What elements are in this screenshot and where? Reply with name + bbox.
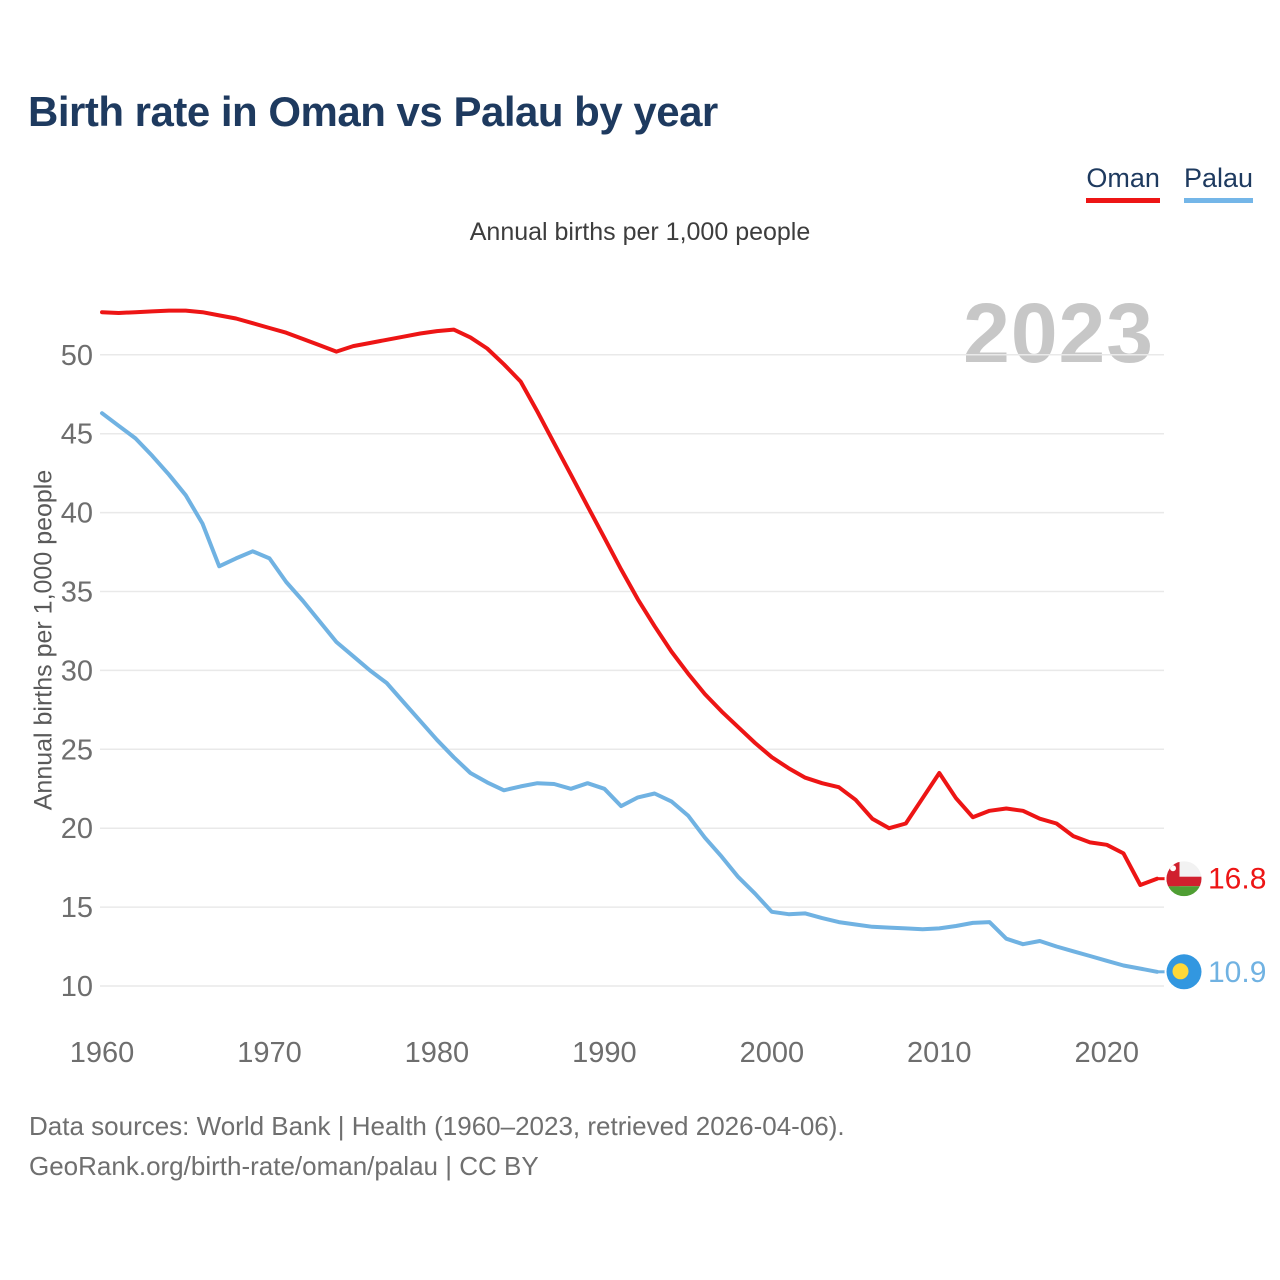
y-tick-20: 20 — [61, 813, 93, 845]
series-line-oman — [100, 308, 1159, 887]
legend-item-oman[interactable]: Oman — [1086, 163, 1160, 203]
x-tick-2000: 2000 — [740, 1037, 805, 1069]
y-tick-30: 30 — [61, 655, 93, 687]
watermark-year: 2023 — [963, 286, 1154, 380]
x-tick-1990: 1990 — [572, 1037, 637, 1069]
x-tick-2010: 2010 — [907, 1037, 972, 1069]
legend-item-palau[interactable]: Palau — [1183, 163, 1253, 203]
y-tick-50: 50 — [61, 340, 93, 372]
y-tick-35: 35 — [61, 577, 93, 609]
y-tick-25: 25 — [61, 734, 93, 766]
footer-sources-line: Data sources: World Bank | Health (1960–… — [29, 1111, 845, 1141]
legend: Oman Palau — [1086, 163, 1253, 203]
y-tick-15: 15 — [61, 892, 93, 924]
end-value-palau: 10.9 — [1208, 956, 1266, 989]
series-line-palau — [100, 411, 1159, 974]
x-tick-1980: 1980 — [405, 1037, 470, 1069]
footer-attribution-line: GeoRank.org/birth-rate/oman/palau | CC B… — [29, 1151, 539, 1182]
x-tick-2020: 2020 — [1075, 1037, 1140, 1069]
page-title: Birth rate in Oman vs Palau by year — [28, 88, 718, 135]
y-tick-10: 10 — [61, 971, 93, 1003]
palau-flag-marker — [1164, 952, 1204, 992]
y-tick-40: 40 — [61, 498, 93, 530]
y-tick-45: 45 — [61, 419, 93, 451]
oman-flag-marker — [1164, 859, 1204, 899]
x-tick-1960: 1960 — [70, 1037, 135, 1069]
x-tick-1970: 1970 — [237, 1037, 302, 1069]
footer: Data sources: World Bank | Health (1960–… — [29, 1106, 845, 1187]
end-value-oman: 16.8 — [1208, 863, 1266, 896]
chart-subtitle: Annual births per 1,000 people — [469, 218, 811, 246]
